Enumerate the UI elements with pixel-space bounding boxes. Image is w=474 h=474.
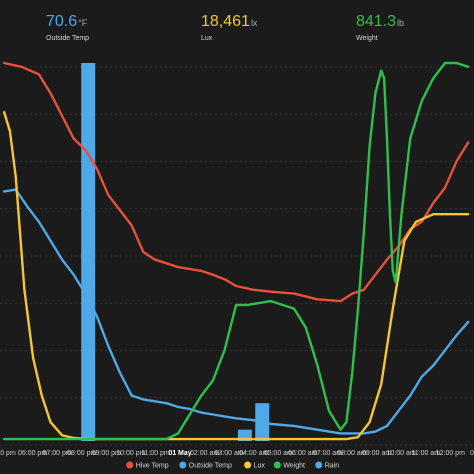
stats-header: 70.6°F Outside Temp 18,461lx Lux 841.3lb…	[0, 0, 474, 50]
x-tick-label: 09:00 am	[362, 450, 391, 457]
stat-value: 841.3	[356, 13, 397, 30]
x-tick-label: 07:00 am	[313, 450, 342, 457]
legend-item[interactable]: Hive Temp	[126, 461, 169, 470]
legend-label: Weight	[283, 463, 305, 470]
stat-unit: lb	[397, 18, 405, 28]
stat-weight[interactable]: 841.3lb Weight	[356, 12, 404, 42]
x-tick-label: 08:00 pm	[67, 450, 96, 457]
chart-grid	[0, 66, 474, 446]
x-tick-label: 03:00 am	[215, 450, 244, 457]
series-line-weight	[2, 61, 470, 441]
legend-dot	[244, 461, 252, 469]
series-line-hive-temp	[2, 61, 470, 303]
x-tick-label: 06:00 am	[288, 450, 317, 457]
stat-label: Weight	[356, 35, 378, 42]
legend-label: Outside Temp	[189, 463, 232, 470]
stat-value: 70.6	[46, 13, 78, 30]
legend-item[interactable]: Rain	[315, 461, 340, 470]
stat-label: Lux	[201, 35, 213, 42]
x-tick-label: 12:00 pm	[436, 450, 465, 457]
rain-bar	[81, 63, 96, 441]
x-tick-label: 02:00 am	[190, 450, 219, 457]
chart-legend[interactable]: Hive Temp Outside Temp Lux Weight Rain	[126, 461, 340, 470]
x-tick-label: 01:	[470, 450, 474, 457]
legend-label: Rain	[325, 463, 340, 470]
series-line-outside-temp	[2, 188, 470, 435]
legend-dot	[179, 461, 187, 469]
x-tick-label: 06:00 pm	[18, 450, 47, 457]
stat-label: Outside Temp	[46, 35, 90, 42]
legend-dot	[273, 461, 281, 469]
stat-lux[interactable]: 18,461lx Lux	[201, 12, 257, 42]
rain-bar	[237, 429, 252, 441]
x-tick-label: 10:00 pm	[116, 450, 145, 457]
legend-item[interactable]: Outside Temp	[179, 461, 232, 470]
stat-unit: °F	[78, 18, 88, 28]
stat-value: 18,461	[201, 13, 250, 30]
x-tick-label: 07:00 pm	[43, 450, 72, 457]
x-tick-label: 10:00 am	[387, 450, 416, 457]
series-lines	[2, 61, 470, 441]
x-tick-label: 11:00 am	[411, 450, 440, 457]
stat-outside-temp[interactable]: 70.6°F Outside Temp	[46, 12, 89, 42]
legend-label: Lux	[254, 463, 266, 470]
x-tick-label: 05:00 am	[264, 450, 293, 457]
legend-dot	[315, 461, 323, 469]
series-line-lux	[2, 110, 470, 441]
x-tick-label: 11:00 pm	[141, 450, 170, 457]
legend-dot	[126, 461, 134, 469]
stat-unit: lx	[250, 18, 258, 28]
rain-bars	[81, 63, 270, 441]
x-tick-label: 0 pm	[0, 450, 16, 457]
x-tick-label: 04:00 am	[239, 450, 268, 457]
x-tick-label: 08:00 am	[337, 450, 366, 457]
x-tick-label: 01 May	[168, 450, 191, 457]
x-tick-label: 09:00 pm	[92, 450, 121, 457]
legend-item[interactable]: Lux	[244, 461, 266, 470]
legend-label: Hive Temp	[136, 463, 169, 470]
legend-item[interactable]: Weight	[273, 461, 305, 470]
